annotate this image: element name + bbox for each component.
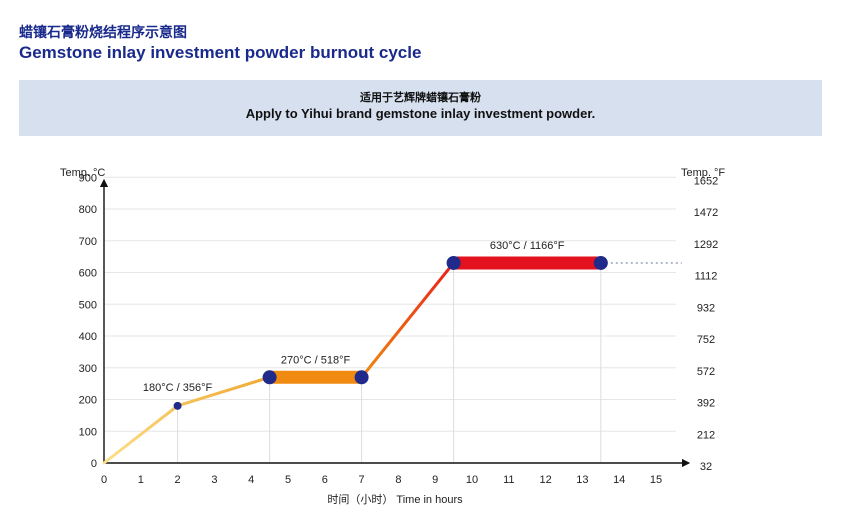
y-tick-label-f: 752 (697, 334, 715, 346)
data-label: 180°C / 356°F (143, 382, 213, 394)
data-point (354, 370, 369, 385)
y-tick-label-c: 200 (79, 395, 97, 407)
x-tick-label: 5 (285, 474, 291, 486)
y-tick-label-f: 392 (697, 398, 715, 410)
x-tick-label: 1 (138, 474, 144, 486)
page-title-en: Gemstone inlay investment powder burnout… (19, 43, 422, 62)
data-point (446, 255, 461, 270)
ramp-segment (176, 375, 272, 408)
x-tick-label: 0 (101, 474, 107, 486)
y-tick-label-c: 300 (79, 363, 97, 375)
y-tick-label-c: 600 (79, 268, 97, 280)
title-block: 蜡镶石膏粉烧结程序示意图 Gemstone inlay investment p… (19, 24, 421, 63)
y-tick-label-f: 1652 (694, 175, 718, 187)
page-title-cn: 蜡镶石膏粉烧结程序示意图 (19, 25, 187, 41)
y-tick-label-f: 932 (697, 302, 715, 314)
y-tick-label-c: 0 (91, 458, 97, 470)
y-tick-label-c: 700 (79, 236, 97, 248)
guide-layer (177, 262, 682, 463)
x-tick-label: 3 (211, 474, 217, 486)
y-tick-label-c: 800 (79, 204, 97, 216)
data-label: 630°C / 1166°F (490, 240, 565, 252)
x-tick-label: 7 (359, 474, 365, 486)
y-tick-label-f: 1112 (695, 271, 718, 283)
data-point (593, 255, 608, 270)
y-tick-label-c: 900 (79, 172, 97, 184)
data-point (262, 370, 277, 385)
x-tick-label: 11 (503, 474, 514, 486)
label-layer: Temp. °C Temp. °F时间（小时） Time in hours0100… (60, 167, 725, 506)
y-tick-label-c: 500 (79, 299, 97, 311)
banner-text-cn: 适用于艺辉牌蜡镶石膏粉 (360, 91, 481, 104)
y-tick-label-f: 212 (697, 429, 715, 441)
banner-text-en: Apply to Yihui brand gemstone inlay inve… (245, 106, 596, 121)
x-axis-title: 时间（小时） Time in hours (327, 493, 463, 506)
x-tick-label: 8 (395, 474, 401, 486)
y-tick-label-f: 572 (697, 366, 715, 378)
y-tick-label-f: 1472 (694, 207, 718, 219)
x-tick-label: 4 (248, 474, 254, 486)
ramp-segment (102, 404, 180, 465)
grid-layer (104, 176, 676, 432)
y-axis-title-left: Temp. °C (60, 167, 105, 179)
y-tick-label-f: 1292 (694, 239, 718, 251)
y-tick-label-c: 400 (79, 331, 97, 343)
x-tick-label: 13 (576, 474, 588, 486)
x-tick-label: 12 (539, 474, 551, 486)
x-tick-label: 14 (613, 474, 625, 486)
x-tick-label: 2 (175, 474, 181, 486)
y-axis-title-right: Temp. °F (681, 167, 725, 179)
y-tick-label-f: 32 (700, 461, 712, 473)
point-layer (173, 255, 608, 410)
info-banner: 适用于艺辉牌蜡镶石膏粉 Apply to Yihui brand gemston… (19, 80, 822, 136)
axis-layer (99, 178, 691, 468)
data-point (173, 401, 182, 410)
x-tick-label: 10 (466, 474, 478, 486)
data-label: 270°C / 518°F (281, 354, 351, 366)
y-tick-label-c: 100 (79, 426, 97, 438)
x-tick-label: 6 (322, 474, 328, 486)
ramp-segment (360, 261, 456, 379)
series-layer (102, 256, 601, 465)
x-tick-label: 15 (650, 474, 662, 486)
x-tick-label: 9 (432, 474, 438, 486)
